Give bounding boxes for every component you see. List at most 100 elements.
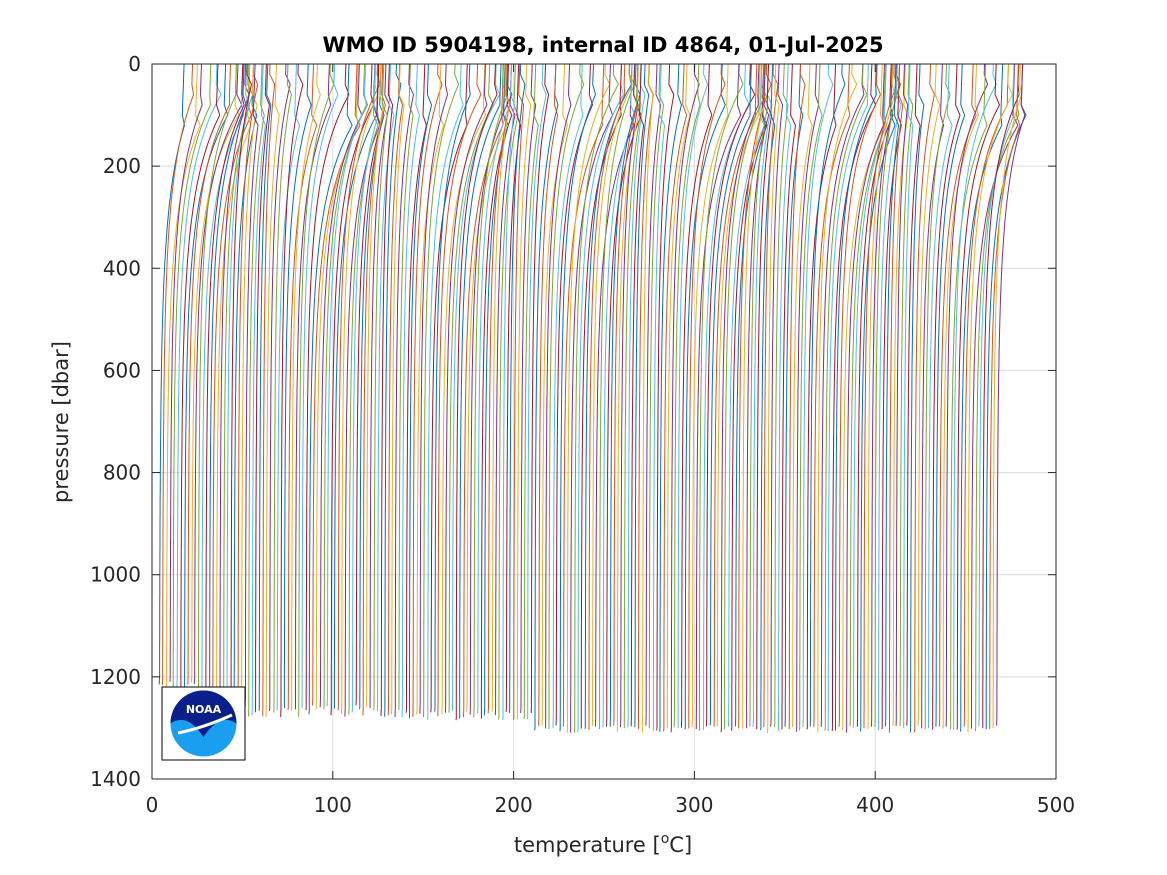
profile-line: [463, 64, 504, 718]
profile-line: [996, 64, 1026, 726]
profile-line: [244, 64, 259, 708]
profile-line: [978, 64, 1015, 727]
profile-line: [953, 64, 997, 731]
profile-line: [523, 64, 539, 720]
profile-line: [659, 64, 682, 732]
profile-line: [741, 64, 765, 729]
profile-line: [369, 64, 390, 709]
profile-line: [931, 64, 961, 730]
profile-line: [774, 64, 789, 728]
profile-line: [208, 64, 247, 715]
profile-line: [351, 64, 379, 713]
profile-line: [627, 64, 646, 728]
profile-line: [505, 64, 522, 712]
profile-line: [752, 64, 773, 728]
profile-line: [276, 64, 301, 711]
profile-line: [226, 64, 251, 715]
profile-line: [652, 64, 666, 731]
profile-line: [648, 64, 665, 729]
profile-line: [448, 64, 494, 713]
profile-line: [434, 64, 471, 712]
profile-line: [376, 64, 395, 712]
profile-line: [559, 64, 597, 732]
profile-line: [985, 64, 1027, 730]
profile-line: [956, 64, 1001, 730]
x-tick-label: 100: [314, 793, 352, 817]
profile-line: [720, 64, 760, 733]
profile-line: [172, 64, 212, 694]
y-axis-label: pressure [dbar]: [49, 341, 73, 503]
profile-line: [502, 64, 516, 721]
profile-line: [412, 64, 443, 717]
profile-line: [713, 64, 758, 727]
chart-title: WMO ID 5904198, internal ID 4864, 01-Jul…: [322, 33, 883, 57]
profile-line: [788, 64, 806, 730]
profile-line: [258, 64, 272, 711]
profile-line: [777, 64, 792, 732]
profile-line: [197, 64, 237, 702]
profile-line: [526, 64, 547, 720]
profile-line: [341, 64, 379, 714]
profile-line: [992, 64, 1023, 729]
profile-line: [691, 64, 729, 728]
profile-line: [362, 64, 386, 716]
profile-line: [401, 64, 420, 718]
profile-line: [477, 64, 511, 714]
x-tick-label: 0: [146, 793, 159, 817]
profile-line: [365, 64, 385, 708]
profile-line: [921, 64, 945, 729]
noaa-logo: NOAA: [161, 686, 246, 761]
axis-ticks: [151, 63, 1057, 780]
profile-line: [809, 64, 846, 727]
profile-line: [903, 64, 914, 729]
profile-line: [702, 64, 750, 730]
profile-line: [437, 64, 482, 717]
profile-line: [670, 64, 700, 733]
profile-line: [860, 64, 896, 732]
profile-line: [802, 64, 834, 728]
x-tick-label: 300: [675, 793, 713, 817]
profile-line: [161, 64, 195, 686]
profile-line: [763, 64, 779, 728]
profile-line: [781, 64, 797, 730]
profile-line: [770, 64, 784, 727]
profile-line: [606, 64, 642, 727]
profile-line: [333, 64, 378, 709]
profile-line: [888, 64, 904, 733]
profile-line: [673, 64, 701, 728]
profile-line: [548, 64, 585, 730]
profile-line: [280, 64, 304, 718]
profile-line: [469, 64, 513, 715]
profile-line: [538, 64, 559, 726]
profile-line: [237, 64, 259, 708]
profile-line: [637, 64, 654, 730]
profile-line: [594, 64, 635, 727]
y-tick-label: 0: [128, 52, 141, 76]
y-tick-label: 400: [103, 256, 141, 280]
profile-line: [398, 64, 414, 711]
profile-line: [230, 64, 252, 713]
profile-line: [871, 64, 901, 727]
profile-line: [645, 64, 662, 726]
profile-line: [323, 64, 369, 710]
profile-line: [784, 64, 804, 727]
profile-line: [591, 64, 633, 727]
profile-line: [480, 64, 513, 719]
profile-line: [698, 64, 744, 731]
profile-line: [330, 64, 375, 716]
profile-line: [187, 64, 231, 685]
profile-line: [290, 64, 321, 712]
profile-line: [917, 64, 941, 726]
profile-line: [355, 64, 382, 706]
profile-line: [849, 64, 887, 727]
profile-line: [577, 64, 624, 733]
profile-line: [584, 64, 632, 729]
profile-line: [574, 64, 619, 733]
profile-line: [723, 64, 767, 730]
profile-line: [513, 64, 525, 720]
profile-line: [158, 64, 186, 685]
profile-line: [273, 64, 292, 713]
profile-line: [222, 64, 254, 706]
profile-line: [602, 64, 636, 728]
profile-line: [588, 64, 626, 730]
